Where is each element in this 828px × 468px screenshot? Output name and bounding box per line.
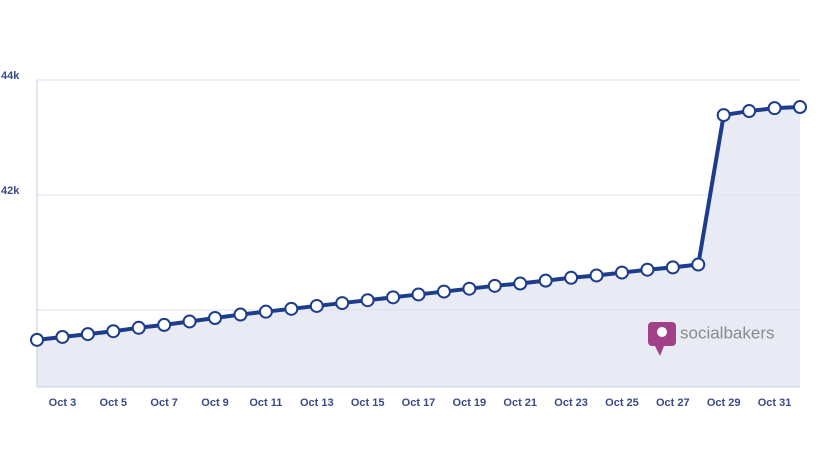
point (335, 296, 350, 311)
x-tick-label: Oct 5 (100, 397, 128, 409)
point (793, 100, 807, 115)
x-tick-label: Oct 25 (605, 397, 639, 409)
x-tick-label: Oct 17 (402, 397, 436, 409)
point (614, 265, 629, 280)
point (411, 287, 426, 302)
point (157, 317, 172, 332)
x-tick-label: Oct 31 (758, 397, 792, 409)
x-tick-label: Oct 27 (656, 397, 690, 409)
point (309, 298, 324, 313)
point (182, 314, 197, 329)
x-tick-label: Oct 19 (453, 397, 487, 409)
x-tick-label: Oct 9 (201, 397, 229, 409)
point (55, 329, 70, 344)
point (767, 101, 782, 116)
watermark-icon (648, 322, 676, 356)
point (640, 262, 655, 277)
point (386, 290, 401, 305)
x-tick-label: Oct 23 (554, 397, 588, 409)
point (208, 311, 223, 326)
x-tick-label: Oct 7 (150, 397, 178, 409)
point (284, 301, 299, 316)
y-tick-label: 44k (1, 70, 20, 82)
point (30, 332, 44, 347)
point (360, 293, 375, 308)
point (462, 281, 477, 296)
point (716, 108, 731, 123)
point (589, 268, 604, 283)
y-tick-label: 42k (1, 185, 20, 197)
point (691, 257, 706, 272)
x-tick-label: Oct 3 (49, 397, 77, 409)
point (131, 320, 146, 335)
point (538, 273, 553, 288)
point (665, 260, 680, 275)
x-tick-label: Oct 21 (503, 397, 537, 409)
point (564, 270, 579, 285)
point (106, 324, 121, 339)
point (233, 307, 248, 322)
x-tick-label: Oct 13 (300, 397, 334, 409)
point (487, 278, 502, 293)
x-tick-label: Oct 11 (249, 397, 282, 409)
area (37, 107, 800, 387)
x-tick-label: Oct 29 (707, 397, 741, 409)
point (742, 104, 757, 119)
point (513, 276, 528, 291)
point (258, 304, 273, 319)
point (436, 284, 451, 299)
point (80, 327, 95, 342)
x-tick-label: Oct 15 (351, 397, 385, 409)
watermark: socialbakers (680, 323, 775, 342)
